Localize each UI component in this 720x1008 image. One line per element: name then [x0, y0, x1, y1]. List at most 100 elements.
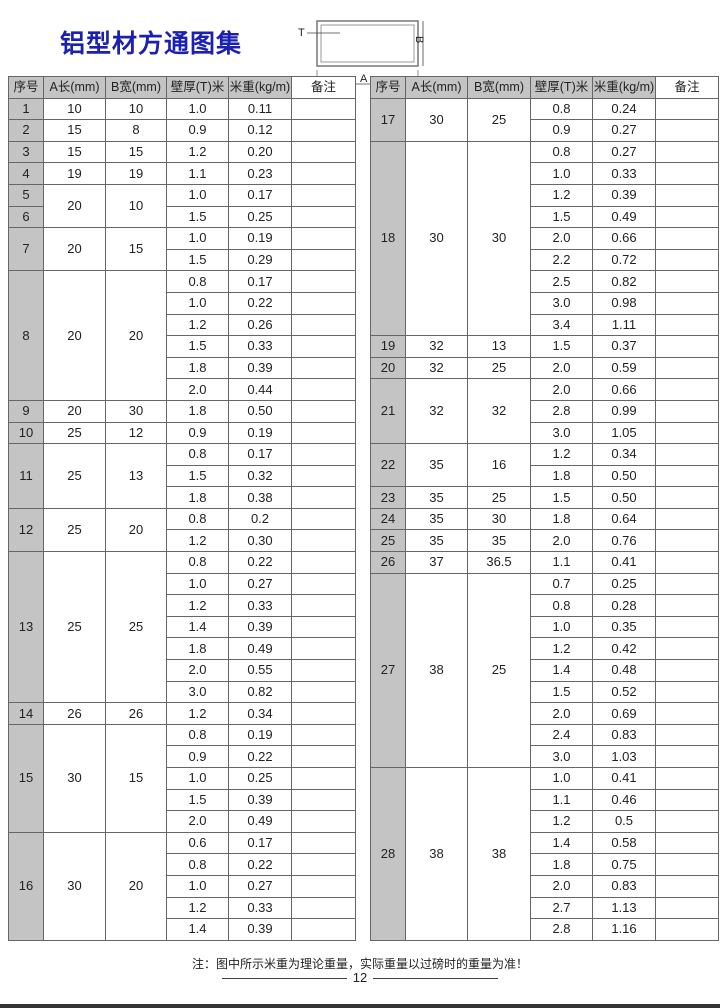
- remarks-cell: [291, 270, 356, 293]
- weight-cell: 0.27: [228, 874, 292, 898]
- weight-cell: 0.35: [592, 615, 656, 639]
- remarks-cell: [655, 313, 719, 337]
- thickness-cell: 1.5: [166, 788, 229, 812]
- thickness-cell: 0.9: [166, 421, 229, 445]
- thickness-cell: 0.8: [166, 853, 229, 876]
- remarks-cell: [655, 680, 719, 704]
- width-b-cell: 35: [467, 529, 531, 553]
- seq-cell: 6: [8, 205, 44, 229]
- seq-cell: 24: [370, 507, 406, 531]
- header-thickness: 壁厚(T)米: [530, 76, 593, 99]
- remarks-cell: [291, 788, 356, 812]
- remarks-cell: [655, 97, 719, 121]
- header-thickness: 壁厚(T)米: [166, 76, 229, 99]
- table-row: 1.2 0.39: [371, 183, 719, 207]
- thickness-cell: 1.0: [166, 227, 229, 250]
- thickness-cell: 2.7: [530, 896, 593, 920]
- weight-cell: 0.17: [228, 270, 292, 293]
- table-row: 9 20 30 1.8 0.50: [8, 399, 356, 423]
- length-a-cell: 25: [43, 443, 106, 509]
- weight-cell: 0.39: [228, 918, 292, 941]
- remarks-cell: [291, 723, 356, 747]
- remarks-cell: [291, 831, 356, 855]
- divider: [221, 978, 347, 980]
- width-b-cell: 8: [105, 119, 167, 142]
- thickness-cell: 1.2: [530, 443, 593, 466]
- thickness-cell: 0.7: [530, 572, 593, 596]
- thickness-cell: 1.4: [166, 918, 229, 941]
- weight-cell: 0.22: [228, 551, 292, 574]
- table-row: 1.4 0.39: [9, 615, 356, 639]
- remarks-cell: [655, 723, 719, 747]
- table-row: 22 35 16 1.2 0.34: [370, 443, 719, 488]
- weight-cell: 0.5: [592, 810, 656, 833]
- weight-cell: 0.22: [228, 291, 292, 315]
- remarks-cell: [655, 335, 719, 358]
- length-a-cell: 20: [43, 399, 106, 423]
- weight-cell: 0.66: [592, 227, 656, 250]
- thickness-cell: 1.0: [530, 767, 593, 790]
- weight-cell: 0.66: [592, 378, 656, 401]
- footnote: 注：图中所示米重为理论重量，实际重量以过磅时的重量为准！: [191, 957, 528, 971]
- remarks-cell: [291, 680, 356, 704]
- remarks-cell: [291, 853, 356, 876]
- seq-cell: 12: [8, 507, 44, 553]
- thickness-cell: 2.0: [166, 810, 229, 833]
- remarks-cell: [291, 443, 356, 466]
- length-a-cell: 32: [405, 356, 468, 380]
- remarks-cell: [291, 140, 356, 164]
- weight-cell: 0.22: [228, 853, 292, 876]
- header-length-a: A长(mm): [405, 76, 468, 99]
- thickness-cell: 2.0: [166, 378, 229, 401]
- length-a-cell: 25: [43, 507, 106, 553]
- weight-cell: 0.39: [228, 615, 292, 639]
- width-b-cell: 13: [467, 335, 531, 358]
- length-a-cell: 30: [405, 97, 468, 142]
- table-row: 16 30 20 0.6 0.17: [8, 831, 356, 941]
- thickness-cell: 1.0: [166, 572, 229, 596]
- width-b-cell: 20: [105, 507, 167, 553]
- thickness-cell: 1.5: [530, 205, 593, 229]
- remarks-cell: [291, 745, 356, 768]
- table-row: 3.0 0.98: [371, 291, 719, 315]
- weight-cell: 0.25: [228, 767, 292, 790]
- table-row: 10 25 12 0.9 0.19: [8, 421, 356, 445]
- seq-cell: 20: [370, 356, 406, 380]
- weight-cell: 0.27: [228, 572, 292, 596]
- table-row: 2.2 0.72: [371, 248, 719, 272]
- table-row: 1 10 10 1.0 0.11: [8, 97, 356, 121]
- header-weight: 米重(kg/m): [592, 76, 656, 99]
- remarks-cell: [291, 918, 356, 941]
- remarks-cell: [655, 119, 719, 142]
- length-a-cell: 19: [43, 162, 106, 185]
- table-row: 26 37 36.5 1.1 0.41: [370, 551, 719, 574]
- width-b-cell: 36.5: [467, 551, 531, 574]
- seq-cell: 21: [370, 378, 406, 445]
- weight-cell: 0.49: [228, 637, 292, 661]
- table-row: 0.9 0.22: [9, 745, 356, 768]
- table-row: 1.4 0.39: [9, 918, 356, 941]
- thickness-cell: 1.2: [166, 702, 229, 725]
- table-row: 1.5 0.52: [371, 680, 719, 704]
- remarks-cell: [291, 551, 356, 574]
- thickness-cell: 1.5: [530, 680, 593, 704]
- thickness-cell: 1.8: [530, 507, 593, 531]
- table-row: 28 38 38 1.0 0.41: [370, 767, 719, 941]
- remarks-cell: [655, 551, 719, 574]
- thickness-cell: 2.0: [530, 227, 593, 250]
- seq-cell: 16: [8, 831, 44, 941]
- remarks-cell: [655, 140, 719, 164]
- weight-cell: 1.16: [592, 918, 656, 941]
- remarks-cell: [655, 291, 719, 315]
- thickness-cell: 0.8: [166, 270, 229, 293]
- rectangular-tube-diagram: T B A: [298, 20, 425, 88]
- weight-cell: 0.22: [228, 745, 292, 768]
- width-b-cell: 30: [467, 140, 531, 337]
- table-row: 2.0 0.44: [9, 378, 356, 401]
- remarks-cell: [655, 918, 719, 941]
- weight-cell: 0.32: [228, 464, 292, 488]
- table-row: 2.5 0.82: [371, 270, 719, 293]
- thickness-cell: 0.8: [530, 140, 593, 164]
- weight-cell: 0.39: [228, 788, 292, 812]
- remarks-cell: [291, 464, 356, 488]
